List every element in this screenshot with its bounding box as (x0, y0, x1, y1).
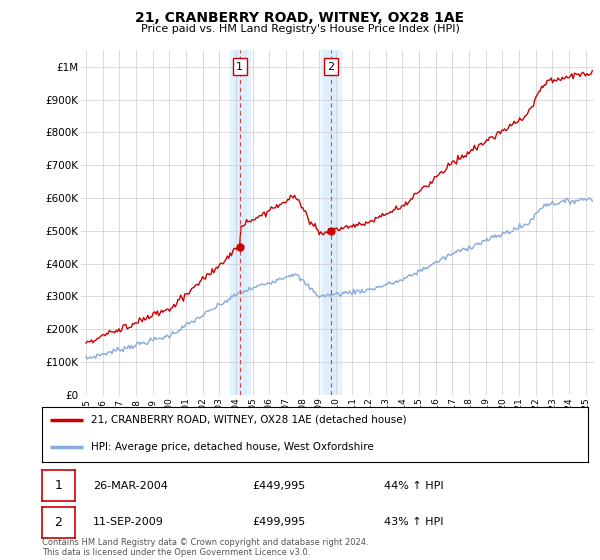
Text: 2: 2 (55, 516, 62, 529)
Text: 1: 1 (55, 479, 62, 492)
Text: £449,995: £449,995 (252, 481, 305, 491)
Text: Price paid vs. HM Land Registry's House Price Index (HPI): Price paid vs. HM Land Registry's House … (140, 24, 460, 34)
Text: 21, CRANBERRY ROAD, WITNEY, OX28 1AE (detached house): 21, CRANBERRY ROAD, WITNEY, OX28 1AE (de… (91, 415, 407, 424)
Bar (230, 50, 250, 395)
Text: 26-MAR-2004: 26-MAR-2004 (93, 481, 168, 491)
Text: HPI: Average price, detached house, West Oxfordshire: HPI: Average price, detached house, West… (91, 442, 374, 451)
Text: 1: 1 (236, 62, 243, 72)
Text: 44% ↑ HPI: 44% ↑ HPI (384, 481, 443, 491)
Text: Contains HM Land Registry data © Crown copyright and database right 2024.
This d: Contains HM Land Registry data © Crown c… (42, 538, 368, 557)
Bar (233, 50, 247, 395)
Text: 21, CRANBERRY ROAD, WITNEY, OX28 1AE: 21, CRANBERRY ROAD, WITNEY, OX28 1AE (136, 11, 464, 25)
Text: 43% ↑ HPI: 43% ↑ HPI (384, 517, 443, 527)
Text: 2: 2 (327, 62, 334, 72)
Bar (324, 50, 337, 395)
Text: 11-SEP-2009: 11-SEP-2009 (93, 517, 164, 527)
Bar (321, 50, 341, 395)
Bar (330, 50, 332, 395)
Bar (239, 50, 241, 395)
Text: £499,995: £499,995 (252, 517, 305, 527)
